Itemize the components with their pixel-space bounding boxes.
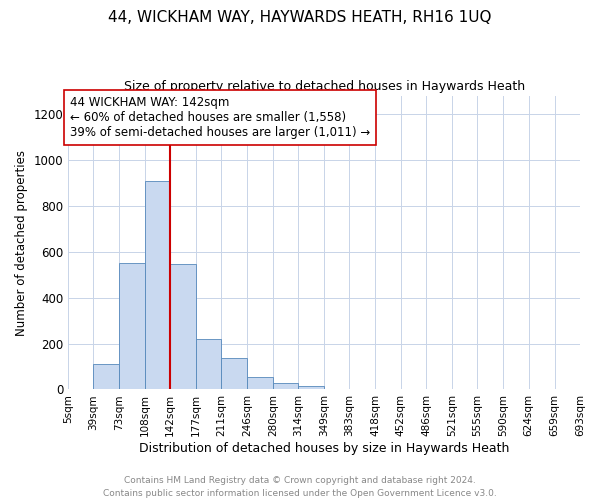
X-axis label: Distribution of detached houses by size in Haywards Heath: Distribution of detached houses by size … xyxy=(139,442,509,455)
Bar xyxy=(298,386,324,390)
Text: Contains HM Land Registry data © Crown copyright and database right 2024.
Contai: Contains HM Land Registry data © Crown c… xyxy=(103,476,497,498)
Bar xyxy=(221,358,247,390)
Y-axis label: Number of detached properties: Number of detached properties xyxy=(15,150,28,336)
Text: 44, WICKHAM WAY, HAYWARDS HEATH, RH16 1UQ: 44, WICKHAM WAY, HAYWARDS HEATH, RH16 1U… xyxy=(108,10,492,25)
Bar xyxy=(247,377,273,390)
Bar xyxy=(119,263,145,390)
Bar xyxy=(196,339,221,390)
Title: Size of property relative to detached houses in Haywards Heath: Size of property relative to detached ho… xyxy=(124,80,524,93)
Bar xyxy=(94,364,119,390)
Bar xyxy=(145,180,170,390)
Bar xyxy=(273,382,298,390)
Text: 44 WICKHAM WAY: 142sqm
← 60% of detached houses are smaller (1,558)
39% of semi-: 44 WICKHAM WAY: 142sqm ← 60% of detached… xyxy=(70,96,370,139)
Bar xyxy=(170,264,196,390)
